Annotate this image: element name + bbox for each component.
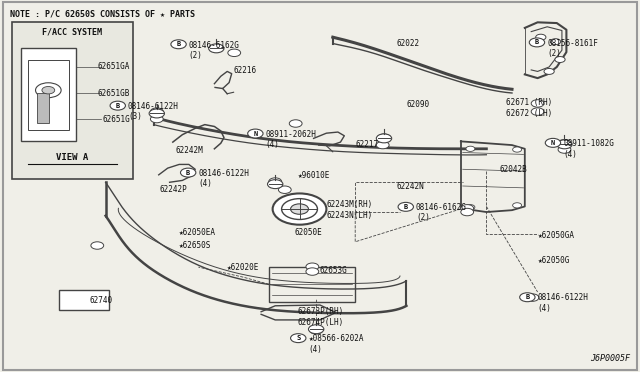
- Circle shape: [209, 44, 224, 53]
- Circle shape: [466, 205, 475, 210]
- Circle shape: [150, 115, 163, 123]
- Circle shape: [531, 100, 544, 107]
- Circle shape: [466, 146, 475, 151]
- Circle shape: [557, 140, 572, 149]
- Text: 62242M: 62242M: [176, 146, 204, 155]
- Bar: [12, 22, 133, 179]
- Circle shape: [180, 168, 196, 177]
- Circle shape: [36, 83, 61, 98]
- Text: 62671 (RH)
62672 (LH): 62671 (RH) 62672 (LH): [506, 98, 552, 118]
- Circle shape: [289, 120, 302, 127]
- Circle shape: [544, 68, 554, 74]
- Text: N: N: [551, 140, 555, 146]
- Circle shape: [306, 268, 319, 275]
- Text: 08146-6162G
(2): 08146-6162G (2): [189, 41, 239, 60]
- Text: 08146-6122H
(4): 08146-6122H (4): [538, 294, 588, 313]
- Text: F/ACC SYSTEM: F/ACC SYSTEM: [42, 28, 102, 37]
- Text: 62673P(RH)
62674P(LH): 62673P(RH) 62674P(LH): [298, 307, 344, 327]
- Text: N: N: [253, 131, 257, 137]
- Circle shape: [558, 146, 571, 153]
- Circle shape: [513, 147, 522, 152]
- Circle shape: [520, 293, 535, 302]
- Text: 62090: 62090: [406, 100, 429, 109]
- Circle shape: [210, 45, 223, 52]
- Text: 62242N: 62242N: [397, 182, 424, 190]
- Text: 08911-2062H
(4): 08911-2062H (4): [266, 130, 316, 149]
- Text: 62216: 62216: [234, 66, 257, 75]
- Bar: [59, 290, 109, 310]
- Circle shape: [378, 134, 390, 141]
- Text: 62651GA: 62651GA: [97, 62, 130, 71]
- Circle shape: [91, 242, 104, 249]
- Circle shape: [42, 86, 55, 94]
- Circle shape: [529, 38, 545, 47]
- Circle shape: [248, 129, 263, 138]
- Circle shape: [555, 57, 565, 62]
- Circle shape: [291, 334, 306, 343]
- Circle shape: [171, 40, 186, 49]
- Text: B: B: [404, 204, 408, 210]
- Text: 62243M(RH)
62243N(LH): 62243M(RH) 62243N(LH): [326, 201, 372, 220]
- Text: 62050E: 62050E: [294, 228, 322, 237]
- Bar: [21, 48, 76, 141]
- Circle shape: [513, 203, 522, 208]
- Text: VIEW A: VIEW A: [56, 153, 88, 162]
- Circle shape: [273, 193, 326, 225]
- Circle shape: [149, 109, 164, 118]
- Text: B: B: [535, 39, 539, 45]
- Circle shape: [278, 186, 291, 193]
- Text: 08146-6122H
(3): 08146-6122H (3): [128, 102, 179, 121]
- Circle shape: [558, 140, 571, 147]
- Circle shape: [461, 208, 474, 216]
- Circle shape: [310, 327, 323, 334]
- Text: ★62020E: ★62020E: [227, 263, 260, 272]
- Text: B: B: [116, 103, 120, 109]
- Text: ★08566-6202A
(4): ★08566-6202A (4): [308, 334, 364, 354]
- Circle shape: [550, 39, 561, 45]
- Text: ★62050EA: ★62050EA: [179, 228, 216, 237]
- Text: ★96010E: ★96010E: [298, 171, 330, 180]
- Text: 62242P: 62242P: [160, 185, 188, 194]
- Text: ★62050GA: ★62050GA: [538, 231, 575, 240]
- Circle shape: [228, 49, 241, 57]
- Circle shape: [398, 202, 413, 211]
- Text: 08911-1082G
(4): 08911-1082G (4): [563, 139, 614, 158]
- Circle shape: [282, 199, 317, 219]
- Text: 62651G: 62651G: [102, 115, 130, 124]
- Text: B: B: [186, 170, 190, 176]
- Circle shape: [545, 138, 561, 147]
- Circle shape: [291, 204, 308, 214]
- Circle shape: [536, 34, 546, 40]
- Bar: [37, 93, 49, 123]
- Text: 62042B: 62042B: [499, 165, 527, 174]
- Text: B: B: [177, 41, 180, 47]
- Text: S: S: [296, 335, 300, 341]
- Circle shape: [308, 325, 324, 334]
- Circle shape: [376, 134, 392, 143]
- Text: J6P0005F: J6P0005F: [590, 354, 630, 363]
- Text: 08146-6162G
(2): 08146-6162G (2): [416, 203, 467, 222]
- Circle shape: [110, 101, 125, 110]
- Bar: [269, 267, 355, 302]
- Text: ★62050G: ★62050G: [538, 256, 570, 265]
- Circle shape: [269, 178, 282, 185]
- Circle shape: [306, 263, 319, 270]
- Text: 62653G: 62653G: [320, 266, 348, 275]
- Text: 62740: 62740: [90, 296, 113, 305]
- Text: 08156-8161F
(2): 08156-8161F (2): [547, 39, 598, 58]
- Bar: [28, 60, 69, 130]
- Circle shape: [531, 108, 544, 115]
- Text: NOTE : P/C 62650S CONSISTS OF ★ PARTS: NOTE : P/C 62650S CONSISTS OF ★ PARTS: [10, 9, 195, 18]
- Text: 08146-6122H
(4): 08146-6122H (4): [198, 169, 249, 188]
- Text: 62651GB: 62651GB: [97, 89, 130, 97]
- Circle shape: [376, 141, 389, 149]
- Circle shape: [150, 108, 163, 115]
- Text: 62217: 62217: [355, 140, 378, 149]
- Circle shape: [526, 294, 539, 301]
- Circle shape: [268, 180, 283, 189]
- Text: ★62650S: ★62650S: [179, 241, 212, 250]
- Circle shape: [461, 205, 474, 212]
- Text: B: B: [525, 294, 529, 300]
- Text: 62022: 62022: [397, 39, 420, 48]
